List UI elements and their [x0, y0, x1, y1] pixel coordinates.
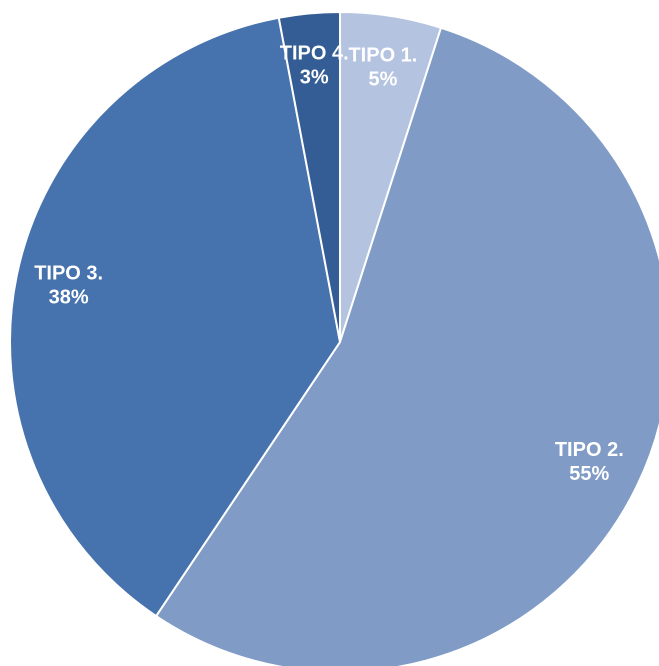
slice-label: TIPO 3. [34, 263, 103, 285]
pie-slice [9, 16, 342, 618]
slice-label: TIPO 2. [555, 439, 624, 461]
pie-slice [277, 10, 341, 343]
slice-value-label: 3% [300, 66, 329, 88]
slice-label: TIPO 4. [280, 42, 349, 64]
pie-slice [154, 26, 659, 666]
slice-value-label: 38% [49, 287, 89, 309]
slice-value-label: 5% [368, 69, 397, 91]
slice-label: TIPO 1. [348, 45, 417, 67]
slice-value-label: 55% [569, 463, 609, 485]
